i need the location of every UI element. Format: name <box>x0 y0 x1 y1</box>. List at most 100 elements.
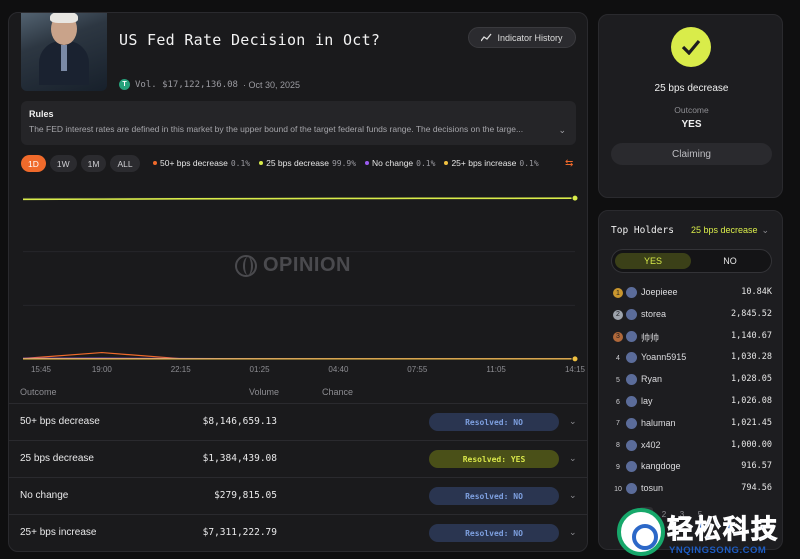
range-1m[interactable]: 1M <box>80 155 107 172</box>
holder-row[interactable]: 1 Joepieee 10.84K <box>599 283 782 305</box>
page-button[interactable]: 5 <box>697 509 703 519</box>
outcome-row[interactable]: 50+ bps decrease $8,146,659.13 Resolved:… <box>9 403 587 440</box>
range-1d[interactable]: 1D <box>21 155 46 172</box>
col-volume: Volume <box>249 387 280 397</box>
range-1w[interactable]: 1W <box>49 155 77 172</box>
holder-name: kangdoge <box>641 461 681 472</box>
legend-item: 50+ bps decrease 0.1% <box>153 158 250 168</box>
top-holders-card: Top Holders 25 bps decrease ⌄ YES NO 1 Jo… <box>598 210 783 550</box>
col-outcome: Outcome <box>20 387 57 397</box>
tether-icon: T <box>119 79 130 90</box>
brand-name: 轻松科技 <box>666 514 780 545</box>
range-all[interactable]: ALL <box>110 155 140 172</box>
avatar <box>626 439 637 451</box>
market-image <box>21 13 107 91</box>
outcome-row[interactable]: No change $279,815.05 Resolved: NO ⌄ <box>9 477 587 514</box>
chevron-down-icon[interactable]: ⌄ <box>558 125 566 135</box>
page-button[interactable]: 2 <box>661 509 667 519</box>
opinion-watermark: OPINION <box>235 254 351 277</box>
x-tick-label: 01:25 <box>250 365 271 374</box>
legend-item: 25+ bps increase 0.1% <box>444 158 539 168</box>
watermark-text: OPINION <box>263 254 351 276</box>
chevron-down-icon[interactable]: ⌄ <box>569 416 577 426</box>
no-tab[interactable]: NO <box>723 256 737 266</box>
holder-rank: 7 <box>616 420 620 428</box>
holder-amount: 1,021.45 <box>731 417 772 428</box>
check-icon <box>671 27 711 67</box>
chevron-down-icon[interactable]: ⌄ <box>569 453 577 463</box>
avatar <box>626 396 637 407</box>
rules-heading: Rules <box>29 109 54 119</box>
holder-row[interactable]: 5 Ryan 1,028.05 <box>599 370 782 392</box>
holder-amount: 916.57 <box>741 461 772 472</box>
holder-row[interactable]: 7 haluman 1,021.45 <box>599 414 782 436</box>
avatar <box>626 330 637 342</box>
holder-name: haluman <box>641 417 676 428</box>
holder-row[interactable]: 2 storea 2,845.52 <box>599 305 782 327</box>
holder-rank: 6 <box>616 398 620 406</box>
holder-name: lay <box>641 396 653 406</box>
outcome-row[interactable]: 25+ bps increase $7,311,222.79 Resolved:… <box>9 514 587 551</box>
holder-amount: 1,140.67 <box>731 330 772 341</box>
holder-row[interactable]: 3 帅帅 1,140.67 <box>599 327 782 349</box>
holder-amount: 1,028.05 <box>731 374 772 385</box>
top-holders-title: Top Holders <box>611 225 674 236</box>
holder-row[interactable]: 4 Yoann5915 1,030.28 <box>599 348 782 370</box>
market-date: · Oct 30, 2025 <box>242 79 300 90</box>
chart-settings-icon[interactable]: ⇆ <box>565 158 574 169</box>
outcome-name: 50+ bps decrease <box>20 416 100 427</box>
brand-url: YNQINGSONG.COM <box>669 545 767 556</box>
chart-legend: 50+ bps decrease 0.1% 25 bps decrease 99… <box>153 158 539 168</box>
outcomes-table-header: Outcome Volume Chance <box>9 385 587 403</box>
avatar <box>626 374 637 386</box>
outcome-label: Outcome <box>674 105 709 115</box>
legend-pct: 0.1% <box>416 158 436 168</box>
legend-dot <box>444 161 449 165</box>
legend-label: 50+ bps decrease <box>160 158 228 168</box>
legend-pct: 99.9% <box>331 158 357 168</box>
outcome-result: YES <box>681 119 702 130</box>
holder-row[interactable]: 6 lay 1,026.08 <box>599 392 782 414</box>
chevron-down-icon[interactable]: ⌄ <box>569 490 577 500</box>
holder-rank: 1 <box>613 288 623 298</box>
outcome-volume: $7,311,222.79 <box>202 527 277 538</box>
holders-filter-label: 25 bps decrease <box>691 225 758 235</box>
x-tick-label: 19:00 <box>92 365 113 374</box>
outcome-row[interactable]: 25 bps decrease $1,384,439.08 Resolved: … <box>9 440 587 477</box>
claiming-button[interactable]: Claiming <box>611 143 772 165</box>
outcome-volume: $1,384,439.08 <box>202 453 277 464</box>
chevron-down-icon: ⌄ <box>761 225 770 235</box>
series-endpoint-1 <box>571 194 579 202</box>
yes-no-toggle: YES NO <box>611 249 772 273</box>
outcome-name: 25+ bps increase <box>20 527 97 538</box>
legend-dot <box>259 161 264 165</box>
rules-panel[interactable]: Rules The FED interest rates are defined… <box>21 101 576 145</box>
holder-name: x402 <box>641 439 661 450</box>
outcome-name: 25 bps decrease <box>20 453 94 464</box>
legend-label: 25 bps decrease <box>266 158 329 168</box>
outcome-volume: $279,815.05 <box>214 490 277 501</box>
outcome-name: No change <box>20 490 69 501</box>
holder-row[interactable]: 10 tosun 794.56 <box>599 479 782 501</box>
legend-pct: 0.1% <box>230 158 251 168</box>
resolved-badge: Resolved: NO <box>429 487 559 505</box>
yes-tab[interactable]: YES <box>615 253 691 269</box>
holders-outcome-filter[interactable]: 25 bps decrease ⌄ <box>691 225 769 236</box>
holder-row[interactable]: 8 x402 1,000.00 <box>599 436 782 458</box>
site-watermark: 轻松科技 YNQINGSONG.COM <box>617 505 800 559</box>
legend-dot <box>153 161 157 165</box>
holder-rank: 10 <box>614 485 622 493</box>
series-endpoint-3 <box>571 355 579 363</box>
volume-row: T Vol. $17,122,136.08 · Oct 30, 2025 <box>119 79 300 90</box>
avatar <box>626 352 637 364</box>
page-button[interactable]: 3 <box>679 509 685 519</box>
holder-row[interactable]: 9 kangdoge 916.57 <box>599 457 782 479</box>
legend-label: No change <box>372 158 414 168</box>
chevron-down-icon[interactable]: ⌄ <box>569 527 577 537</box>
indicator-history-button[interactable]: Indicator History <box>468 27 576 48</box>
holder-rank: 8 <box>616 442 620 450</box>
avatar <box>626 483 637 495</box>
avatar <box>626 461 637 473</box>
x-tick-label: 22:15 <box>171 365 192 374</box>
resolution-card: 25 bps decrease Outcome YES Claiming <box>598 14 783 198</box>
